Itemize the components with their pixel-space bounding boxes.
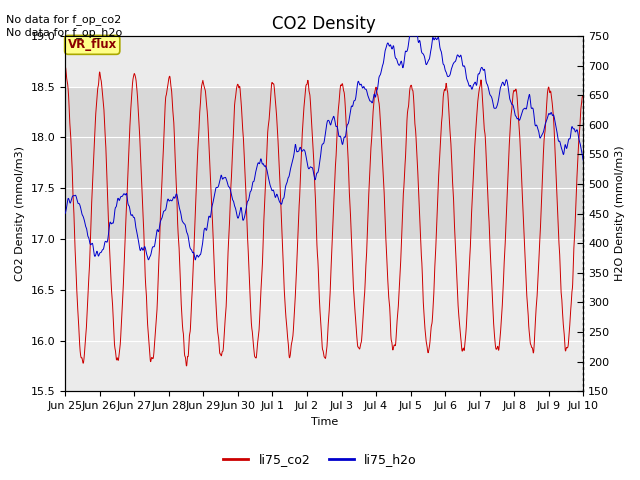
X-axis label: Time: Time: [310, 417, 338, 427]
Text: No data for f_op_co2
No data for f_op_h2o: No data for f_op_co2 No data for f_op_h2…: [6, 14, 123, 38]
Y-axis label: H2O Density (mmol/m3): H2O Density (mmol/m3): [615, 146, 625, 281]
Y-axis label: CO2 Density (mmol/m3): CO2 Density (mmol/m3): [15, 146, 25, 281]
Title: CO2 Density: CO2 Density: [273, 15, 376, 33]
Bar: [65, 87, 584, 239]
Text: VR_flux: VR_flux: [68, 38, 117, 51]
Legend: li75_co2, li75_h2o: li75_co2, li75_h2o: [218, 448, 422, 471]
